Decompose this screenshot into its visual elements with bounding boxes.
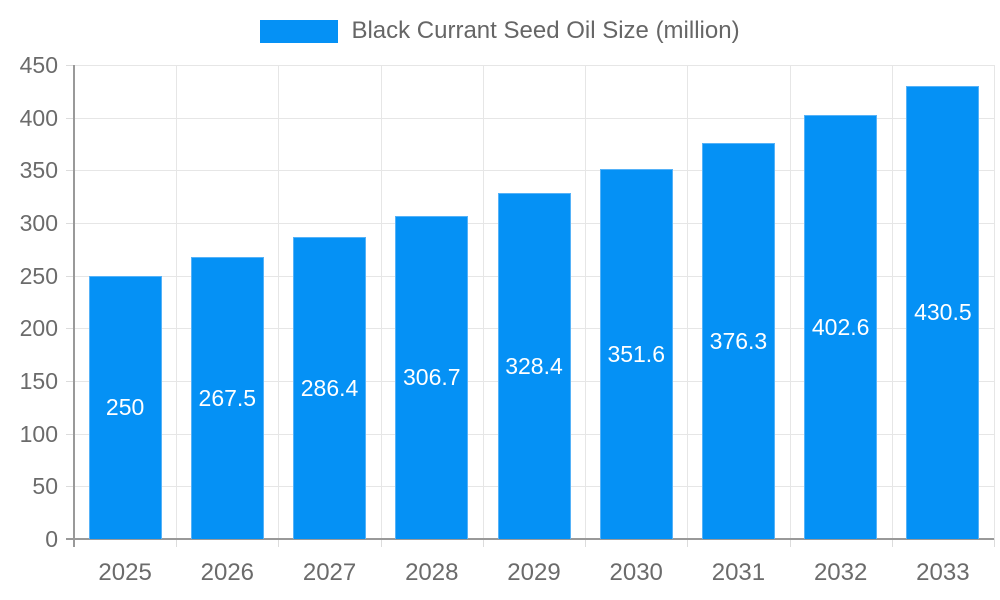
v-gridline <box>687 65 689 539</box>
v-gridline <box>891 65 893 539</box>
x-axis-tick-label: 2025 <box>98 559 152 586</box>
y-axis-tick-label: 450 <box>19 52 58 78</box>
y-axis-line <box>73 65 75 547</box>
y-axis-tick-label: 50 <box>32 473 58 500</box>
x-axis-tick <box>585 539 587 547</box>
h-gridline <box>74 117 994 119</box>
x-axis-tick-label: 2030 <box>609 559 663 586</box>
v-gridline <box>482 65 484 539</box>
y-axis-tick-label: 400 <box>19 104 58 131</box>
v-gridline <box>176 65 178 539</box>
bar[interactable]: 376.3 <box>701 142 775 539</box>
y-axis-tick <box>66 381 74 382</box>
bar-value-label: 286.4 <box>300 375 359 402</box>
y-axis-tick-label: 200 <box>19 315 58 342</box>
x-axis-tick-label: 2027 <box>302 559 357 586</box>
x-axis-tick-label: 2033 <box>916 559 970 586</box>
bar[interactable]: 306.7 <box>395 215 469 539</box>
bar[interactable]: 250 <box>88 275 162 539</box>
y-axis-tick <box>66 65 74 66</box>
v-gridline <box>380 65 382 539</box>
chart-legend[interactable]: Black Currant Seed Oil Size (million) <box>0 17 1000 45</box>
bar[interactable]: 430.5 <box>906 85 980 539</box>
v-gridline <box>994 65 995 539</box>
v-gridline <box>585 65 587 539</box>
x-axis-tick-label: 2029 <box>507 559 561 586</box>
y-axis-tick-label: 300 <box>19 210 58 236</box>
bar-value-label: 250 <box>105 394 145 421</box>
y-axis-tick <box>66 170 74 172</box>
bar[interactable]: 286.4 <box>293 237 367 539</box>
x-axis-tick <box>891 539 893 547</box>
x-axis-tick <box>789 539 791 547</box>
bar[interactable]: 328.4 <box>497 193 571 539</box>
y-axis-tick-label: 0 <box>45 526 58 552</box>
bar-value-label: 306.7 <box>402 364 461 391</box>
y-axis-tick-label: 100 <box>19 420 58 447</box>
x-axis-tick <box>482 539 484 547</box>
bar-value-label: 267.5 <box>198 385 257 412</box>
x-axis-tick <box>687 539 689 547</box>
bar-value-label: 402.6 <box>811 313 870 340</box>
bar-value-label: 430.5 <box>914 299 972 326</box>
y-axis-tick <box>66 117 74 119</box>
x-axis-tick <box>994 539 995 547</box>
legend-swatch <box>260 19 339 43</box>
bar-value-label: 328.4 <box>505 353 563 380</box>
bar[interactable]: 351.6 <box>599 168 673 539</box>
legend-label: Black Currant Seed Oil Size (million) <box>351 17 740 44</box>
h-gridline <box>74 65 994 66</box>
bar-value-label: 376.3 <box>709 327 768 354</box>
h-gridline <box>74 170 994 172</box>
y-axis-tick-label: 150 <box>19 368 58 394</box>
x-axis-tick <box>380 539 382 547</box>
x-axis-tick <box>278 539 280 547</box>
bar[interactable]: 267.5 <box>190 257 264 539</box>
x-axis-tick-label: 2032 <box>813 559 868 586</box>
y-axis-tick <box>66 223 74 224</box>
x-axis-tick-label: 2031 <box>711 559 766 586</box>
y-axis-tick <box>66 275 74 277</box>
y-axis-tick <box>66 433 74 435</box>
v-gridline <box>789 65 791 539</box>
y-axis-tick <box>66 486 74 488</box>
v-gridline <box>278 65 280 539</box>
x-axis-tick <box>176 539 178 547</box>
y-axis-tick <box>66 328 74 330</box>
x-axis-tick-label: 2026 <box>200 559 255 586</box>
bar-value-label: 351.6 <box>607 340 665 367</box>
x-axis-line <box>66 538 994 540</box>
y-axis-tick-label: 250 <box>19 262 58 289</box>
y-axis-tick-label: 350 <box>19 157 58 184</box>
bar[interactable]: 402.6 <box>804 114 878 539</box>
x-axis-tick-label: 2028 <box>405 559 459 586</box>
